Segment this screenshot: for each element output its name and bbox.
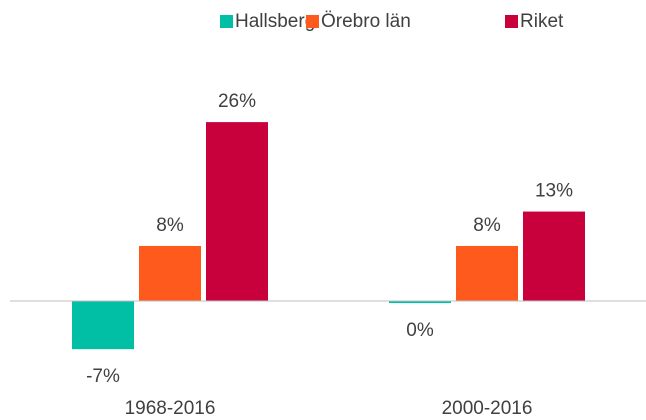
data-label: 26% [218,91,256,112]
legend-swatch [505,15,518,28]
x-tick-label: 1968-2016 [125,398,216,419]
bar [206,122,268,302]
data-label: -7% [86,366,120,387]
bar [72,301,134,350]
data-label: 0% [406,320,434,341]
legend-swatch [306,15,319,28]
bar [456,245,518,301]
data-label: 8% [156,215,184,236]
legend-label: Hallsberg [235,11,315,32]
data-label: 13% [535,181,573,202]
legend-label: Riket [520,11,564,32]
bar [523,211,585,301]
bar [389,301,451,304]
legend-label: Örebro län [321,11,411,32]
bar [139,245,201,301]
x-tick-label: 2000-2016 [442,398,533,419]
data-label: 8% [473,215,501,236]
legend-swatch [220,15,233,28]
